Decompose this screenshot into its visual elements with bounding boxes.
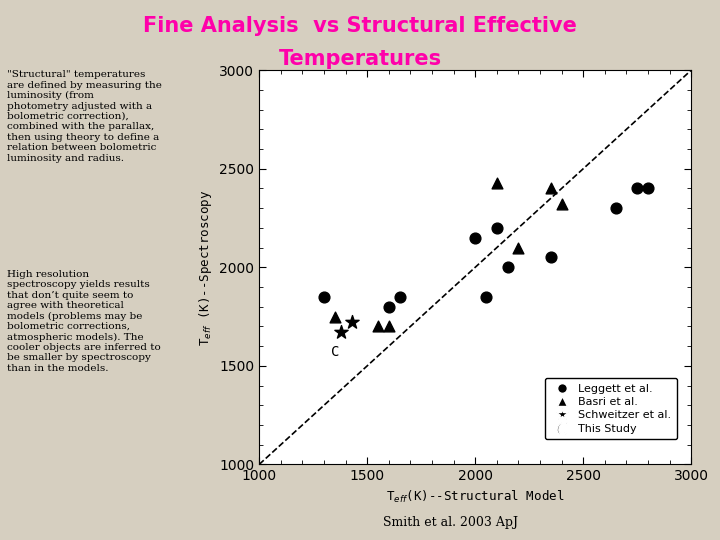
Text: High resolution
spectroscopy yields results
that don’t quite seem to
agree with : High resolution spectroscopy yields resu… [7,270,161,373]
Y-axis label: T$_{eff}$ (K)--Spectroscopy: T$_{eff}$ (K)--Spectroscopy [197,189,214,346]
Text: C: C [330,345,339,359]
Leggett et al. [664,401,675,409]
Leggett et al. [480,293,492,301]
Leggett et al. [502,263,513,272]
Basri et al. [491,178,503,187]
Basri et al. [372,322,384,330]
Schweitzer et al. [336,328,347,336]
Basri et al. [556,200,567,208]
Schweitzer et al. [346,318,358,327]
Leggett et al. [383,302,395,311]
Basri et al. [329,312,341,321]
Leggett et al. [491,224,503,232]
Leggett et al. [610,204,621,212]
Basri et al. [545,184,557,193]
Legend: Leggett et al., Basri et al., Schweitzer et al., This Study: Leggett et al., Basri et al., Schweitzer… [545,378,677,439]
Text: "Structural" temperatures
are defined by measuring the
luminosity (from
photomet: "Structural" temperatures are defined by… [7,70,162,163]
X-axis label: T$_{eff}$(K)--Structural Model: T$_{eff}$(K)--Structural Model [386,489,564,505]
Leggett et al. [469,233,481,242]
Basri et al. [383,322,395,330]
Text: Fine Analysis  vs Structural Effective: Fine Analysis vs Structural Effective [143,16,577,36]
Leggett et al. [642,184,654,193]
Leggett et al. [631,184,643,193]
Text: Smith et al. 2003 ApJ: Smith et al. 2003 ApJ [383,516,518,529]
Leggett et al. [545,253,557,262]
Leggett et al. [318,293,330,301]
Leggett et al. [394,293,405,301]
Text: Temperatures: Temperatures [279,49,441,69]
Basri et al. [513,243,524,252]
